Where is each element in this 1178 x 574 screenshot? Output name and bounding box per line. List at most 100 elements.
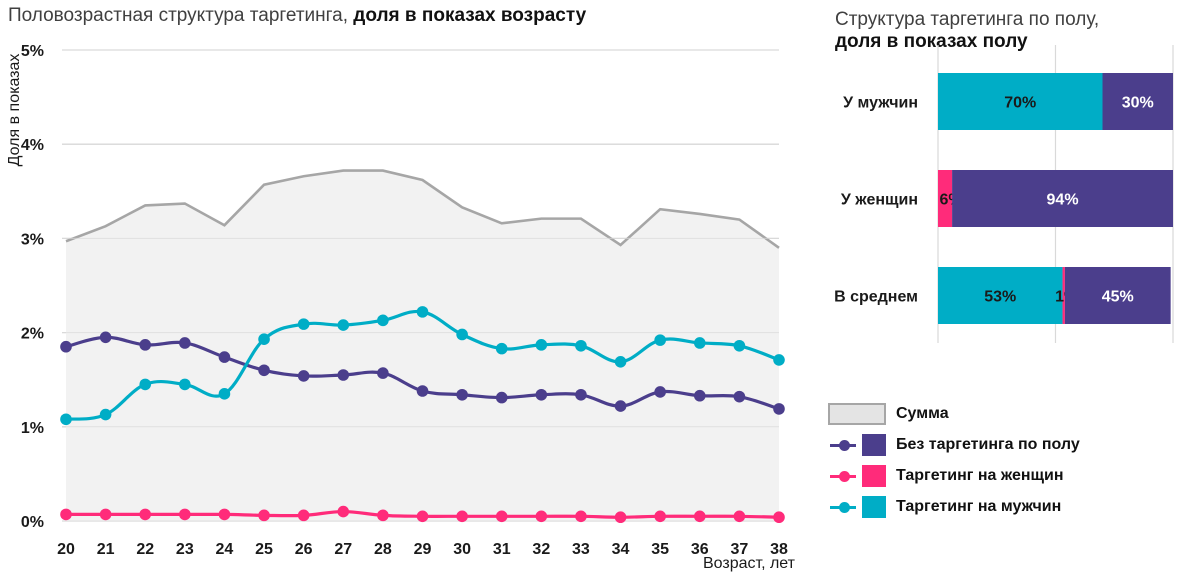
point-women bbox=[377, 509, 389, 522]
legend-label: Таргетинг на женщин bbox=[896, 466, 1064, 484]
point-men bbox=[377, 314, 389, 327]
point-women bbox=[139, 508, 152, 521]
point-men bbox=[456, 328, 468, 341]
point-men bbox=[99, 408, 112, 421]
x-tick-label: 28 bbox=[374, 541, 392, 558]
point-no-targeting bbox=[614, 400, 627, 412]
legend-item: Сумма bbox=[828, 398, 1080, 429]
point-no-targeting bbox=[733, 390, 746, 403]
x-tick-label: 20 bbox=[57, 541, 75, 558]
bar-chart-title-regular: Структура таргетинга по полу, bbox=[835, 9, 1100, 30]
point-no-targeting bbox=[218, 351, 231, 363]
x-axis-label: Возраст, лет bbox=[703, 555, 796, 572]
point-no-targeting bbox=[693, 389, 706, 402]
point-men bbox=[218, 388, 231, 400]
x-tick-label: 30 bbox=[453, 541, 471, 558]
point-women bbox=[693, 510, 706, 523]
bar-chart-title: Структура таргетинга по полу, доля в пок… bbox=[835, 9, 1099, 53]
legend-item: Таргетинг на женщин bbox=[828, 460, 1080, 491]
point-men bbox=[654, 334, 666, 346]
legend-line-marker bbox=[830, 471, 856, 482]
legend-item: Таргетинг на мужчин bbox=[828, 491, 1080, 522]
point-women bbox=[297, 509, 310, 522]
bar-value-label: 30% bbox=[1122, 95, 1154, 112]
point-women bbox=[575, 510, 587, 523]
point-men bbox=[773, 354, 785, 366]
point-no-targeting bbox=[495, 391, 508, 404]
sum-area bbox=[66, 170, 779, 522]
point-women bbox=[456, 510, 468, 523]
point-men bbox=[258, 333, 270, 345]
point-no-targeting bbox=[60, 340, 72, 353]
point-women bbox=[654, 510, 666, 523]
age-line-chart: 0% 1% 2% 3% 4% 5% 20 21 22 23 24 25 26 27 28 29 30 31 32 33… bbox=[6, 43, 796, 572]
point-no-targeting bbox=[139, 339, 152, 351]
y-tick-label: 3% bbox=[21, 231, 44, 248]
sum-line bbox=[65, 169, 780, 249]
bar-value-label: 45% bbox=[1102, 289, 1134, 306]
y-tick-label: 0% bbox=[21, 514, 44, 531]
x-tick-label: 36 bbox=[691, 541, 709, 558]
point-no-targeting bbox=[179, 337, 191, 349]
x-tick-label: 31 bbox=[493, 541, 511, 558]
point-no-targeting bbox=[337, 369, 350, 381]
legend-swatch bbox=[862, 495, 886, 518]
point-women bbox=[733, 510, 746, 523]
category-label: У мужчин bbox=[843, 95, 918, 112]
point-men bbox=[495, 342, 508, 355]
legend-label: Таргетинг на мужчин bbox=[896, 497, 1062, 515]
point-no-targeting bbox=[654, 386, 666, 398]
point-men bbox=[535, 339, 548, 351]
legend-swatch bbox=[862, 433, 886, 456]
legend-label: Без таргетинга по полу bbox=[896, 435, 1080, 453]
point-no-targeting bbox=[773, 403, 785, 415]
point-no-targeting bbox=[258, 364, 270, 377]
point-women bbox=[179, 508, 191, 521]
line-chart-title-regular: Половозрастная структура таргетинга, bbox=[8, 5, 349, 26]
point-men bbox=[575, 339, 587, 352]
point-men bbox=[297, 318, 310, 330]
x-tick-label: 29 bbox=[414, 541, 432, 558]
point-women bbox=[337, 505, 350, 518]
bar-segment bbox=[952, 170, 1173, 227]
x-tick-label: 26 bbox=[295, 541, 313, 558]
legend-swatch bbox=[862, 464, 886, 487]
point-women bbox=[258, 509, 270, 522]
point-women bbox=[416, 510, 429, 523]
y-tick-label: 2% bbox=[21, 326, 44, 343]
x-tick-label: 35 bbox=[651, 541, 669, 558]
line-chart-title: Половозрастная структура таргетинга, дол… bbox=[8, 5, 586, 27]
point-men bbox=[614, 356, 627, 368]
point-no-targeting bbox=[377, 367, 389, 379]
point-men bbox=[139, 378, 152, 391]
point-no-targeting bbox=[99, 331, 112, 344]
point-men bbox=[416, 306, 429, 318]
point-women bbox=[218, 508, 231, 521]
bar-value-label: 53% bbox=[984, 289, 1016, 306]
bar-segment bbox=[1064, 267, 1171, 324]
bar-segment bbox=[1062, 267, 1065, 324]
legend-item: Без таргетинга по полу bbox=[828, 429, 1080, 460]
bar-chart-title-bold: доля в показах полу bbox=[835, 31, 1028, 52]
point-men bbox=[733, 339, 746, 352]
category-label: В среднем bbox=[834, 289, 918, 306]
x-tick-label: 25 bbox=[255, 541, 273, 558]
x-tick-label: 27 bbox=[334, 541, 352, 558]
bar-segment bbox=[1102, 73, 1173, 130]
bar-segment bbox=[938, 73, 1103, 130]
legend-line-marker bbox=[830, 440, 856, 451]
x-tick-label: 34 bbox=[612, 541, 630, 558]
point-men bbox=[60, 413, 72, 426]
point-men bbox=[179, 378, 191, 391]
x-tick-label: 37 bbox=[730, 541, 748, 558]
legend-label: Сумма bbox=[896, 404, 949, 422]
point-women bbox=[773, 511, 785, 524]
y-tick-label: 4% bbox=[21, 137, 44, 154]
x-tick-label: 22 bbox=[136, 541, 154, 558]
point-no-targeting bbox=[456, 388, 468, 401]
x-tick-label: 21 bbox=[97, 541, 115, 558]
point-no-targeting bbox=[297, 370, 310, 382]
x-tick-label: 24 bbox=[216, 541, 234, 558]
